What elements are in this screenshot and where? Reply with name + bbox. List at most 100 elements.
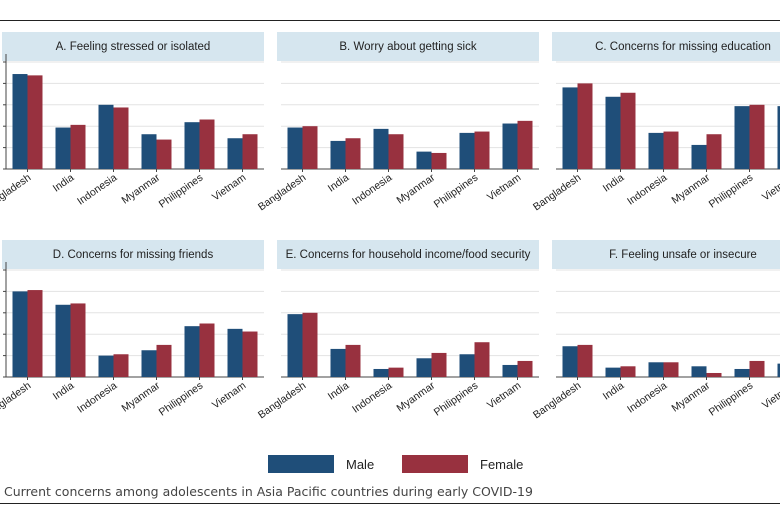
- bar-male-bangladesh: [562, 346, 578, 377]
- figure-frame: [0, 20, 780, 504]
- x-tick-label: Philippines: [432, 172, 480, 211]
- bar-male-bangladesh: [12, 291, 28, 377]
- bar-male-vietnam: [777, 106, 780, 169]
- panel-a: A. Feeling stressed or isolated Banglades…: [0, 32, 264, 213]
- bar-female-indonesia: [113, 107, 129, 169]
- bar-male-india: [605, 96, 621, 169]
- x-tick-label: Bangladesh: [0, 380, 33, 422]
- bar-male-myanmar: [141, 134, 157, 169]
- panel-d: D. Concerns for missing friends Banglades…: [0, 240, 264, 421]
- bar-male-myanmar: [691, 366, 707, 377]
- bar-female-indonesia: [388, 134, 404, 169]
- bar-female-philippines: [474, 131, 490, 169]
- x-tick-label: Bangladesh: [256, 172, 308, 214]
- bar-female-indonesia: [663, 362, 679, 377]
- x-tick-label: India: [601, 380, 627, 403]
- bar-male-philippines: [459, 354, 475, 377]
- x-tick-label: Philippines: [157, 172, 205, 211]
- x-tick-label: Bangladesh: [531, 172, 583, 214]
- bar-female-bangladesh: [577, 83, 593, 169]
- bar-male-india: [55, 127, 71, 169]
- bar-male-vietnam: [502, 123, 518, 169]
- bar-female-myanmar: [431, 352, 447, 377]
- x-tick-label: Indonesia: [75, 380, 119, 416]
- bar-male-vietnam: [227, 138, 243, 169]
- bar-male-myanmar: [141, 350, 157, 377]
- x-tick-label: Philippines: [432, 380, 480, 419]
- bar-male-india: [330, 140, 346, 169]
- panel-title: D. Concerns for missing friends: [53, 249, 214, 261]
- panel-title: C. Concerns for missing education: [595, 41, 771, 53]
- bar-female-vietnam: [517, 360, 533, 377]
- bar-female-bangladesh: [302, 126, 318, 169]
- bar-male-indonesia: [98, 355, 114, 377]
- bar-male-philippines: [184, 122, 200, 169]
- x-tick-label: Vietnam: [760, 379, 780, 411]
- x-tick-label: India: [51, 172, 77, 195]
- bar-male-vietnam: [777, 363, 780, 377]
- x-tick-label: India: [326, 380, 352, 403]
- bar-male-myanmar: [416, 358, 432, 377]
- x-tick-label: Philippines: [707, 172, 755, 211]
- x-tick-label: India: [51, 380, 77, 403]
- bar-female-india: [620, 366, 636, 377]
- bar-male-philippines: [734, 106, 750, 169]
- x-tick-label: Indonesia: [625, 380, 669, 416]
- panel-title: F. Feeling unsafe or insecure: [609, 249, 757, 261]
- bar-female-india: [345, 344, 361, 377]
- bar-male-philippines: [184, 326, 200, 377]
- x-tick-label: Indonesia: [350, 172, 394, 208]
- bar-male-bangladesh: [562, 87, 578, 169]
- bar-female-myanmar: [706, 372, 722, 377]
- bar-female-vietnam: [242, 134, 258, 169]
- bar-female-india: [345, 138, 361, 169]
- bar-male-indonesia: [373, 128, 389, 169]
- bar-male-myanmar: [691, 144, 707, 169]
- panel-title: E. Concerns for household income/food se…: [286, 249, 531, 261]
- x-tick-label: Philippines: [707, 380, 755, 419]
- bar-female-india: [70, 124, 86, 169]
- bar-male-philippines: [459, 132, 475, 169]
- bar-female-philippines: [474, 342, 490, 377]
- bar-female-bangladesh: [302, 312, 318, 377]
- panel-b: B. Worry about getting sick Bangladesh Ind…: [256, 32, 539, 213]
- bar-female-indonesia: [663, 131, 679, 169]
- bar-female-myanmar: [156, 139, 172, 169]
- panel-e: E. Concerns for household income/food se…: [256, 240, 539, 421]
- bar-male-bangladesh: [287, 314, 303, 377]
- bar-male-indonesia: [648, 132, 664, 169]
- bar-female-vietnam: [242, 331, 258, 377]
- x-tick-label: Indonesia: [75, 172, 119, 208]
- bar-male-india: [605, 367, 621, 377]
- bar-female-myanmar: [431, 152, 447, 169]
- bar-female-bangladesh: [27, 75, 43, 169]
- panel-c: C. Concerns for missing education Banglad…: [531, 32, 780, 213]
- panel-header: [2, 240, 264, 269]
- bar-female-philippines: [749, 104, 765, 169]
- x-tick-label: Vietnam: [210, 171, 248, 203]
- legend-item-male: Male: [268, 455, 374, 473]
- panel-f: F. Feeling unsafe or insecure Bangladesh I…: [531, 240, 780, 421]
- x-tick-label: Philippines: [157, 380, 205, 419]
- bar-female-india: [70, 303, 86, 377]
- bar-female-bangladesh: [27, 290, 43, 377]
- bar-female-india: [620, 92, 636, 169]
- bar-female-philippines: [199, 323, 215, 377]
- x-tick-label: Bangladesh: [256, 380, 308, 422]
- bar-female-indonesia: [113, 354, 129, 377]
- figure-caption: Current concerns among adolescents in As…: [4, 484, 533, 499]
- panel-header: [552, 32, 780, 61]
- bar-female-indonesia: [388, 367, 404, 377]
- x-tick-label: Vietnam: [485, 171, 523, 203]
- bar-male-india: [55, 304, 71, 377]
- x-tick-label: Vietnam: [760, 171, 780, 203]
- x-tick-label: Bangladesh: [531, 380, 583, 422]
- legend-swatch-female: [402, 455, 468, 473]
- x-tick-label: Vietnam: [210, 379, 248, 411]
- panel-title: B. Worry about getting sick: [339, 41, 476, 53]
- bar-female-myanmar: [156, 344, 172, 377]
- x-tick-label: Bangladesh: [0, 172, 33, 214]
- panel-header: [277, 32, 539, 61]
- legend-label-female: Female: [480, 456, 524, 472]
